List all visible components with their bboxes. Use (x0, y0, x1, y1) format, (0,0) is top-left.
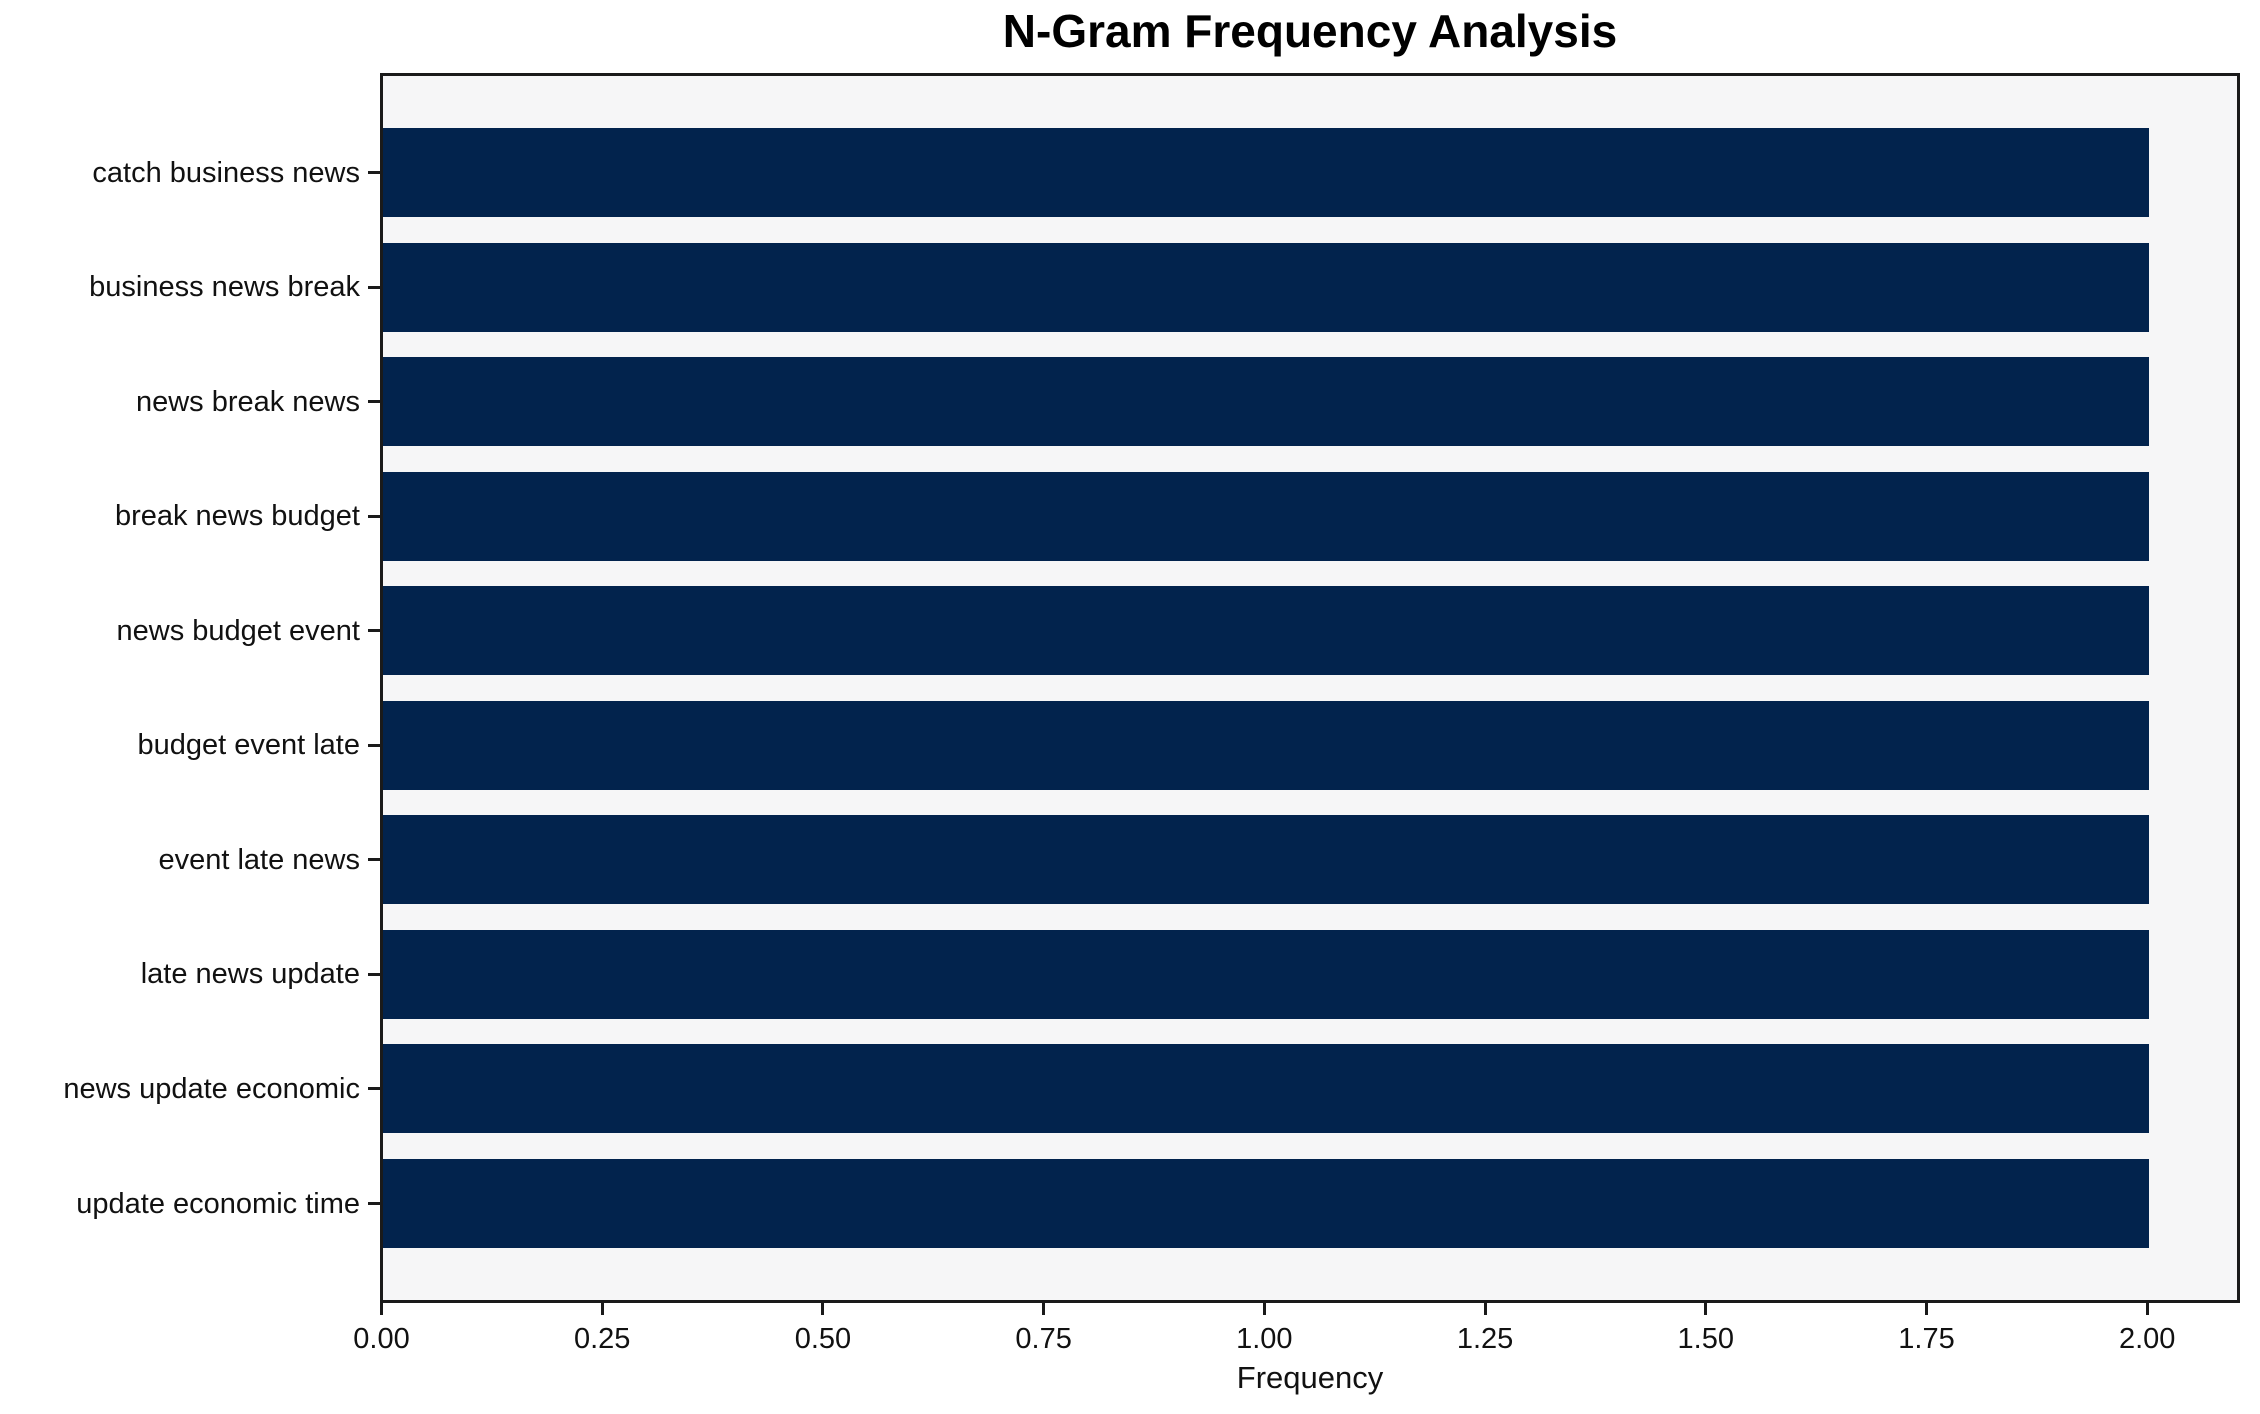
y-tick-mark (368, 743, 380, 747)
y-tick-mark (368, 514, 380, 518)
x-tick-mark (1704, 1303, 1708, 1315)
x-tick-mark (1925, 1303, 1928, 1315)
x-tick-label: 0.25 (573, 1323, 631, 1355)
y-axis-label: news break news (135, 385, 360, 418)
bar (383, 471, 2149, 561)
y-axis-label: break news budget (114, 500, 360, 533)
y-axis-label: budget event late (137, 729, 360, 762)
bar (383, 815, 2149, 905)
x-axis-title: Frequency (1236, 1360, 1384, 1395)
y-axis-label: news update economic (63, 1072, 360, 1105)
y-axis-label: business news break (89, 271, 360, 304)
y-tick-mark (368, 629, 380, 633)
bar (383, 929, 2149, 1019)
chart-title: N-Gram Frequency Analysis (1002, 5, 1618, 57)
bar (383, 128, 2149, 217)
bar (383, 242, 2149, 332)
y-axis-label: event late news (158, 843, 360, 876)
bar (383, 700, 2149, 790)
y-tick-mark (368, 171, 380, 174)
plot-area (380, 73, 2240, 1303)
y-tick-mark (368, 858, 380, 862)
x-tick-label: 0.75 (1015, 1323, 1072, 1355)
x-tick-mark (821, 1303, 825, 1315)
x-tick-label: 0.00 (353, 1323, 410, 1355)
y-axis-label: late news update (140, 958, 360, 991)
x-tick-mark (1262, 1303, 1266, 1315)
x-tick-label: 1.00 (1236, 1323, 1293, 1355)
x-tick-mark (1042, 1303, 1046, 1315)
y-axis-label: catch business news (92, 156, 360, 189)
x-tick-label: 2.00 (2118, 1323, 2176, 1355)
y-tick-mark (368, 1087, 380, 1091)
x-tick-mark (1483, 1303, 1487, 1315)
y-tick-mark (368, 1202, 380, 1205)
x-tick-mark (2145, 1303, 2149, 1315)
x-tick-label: 1.75 (1898, 1323, 1955, 1355)
bars-layer (383, 76, 2237, 1300)
y-axis-label: update economic time (76, 1187, 360, 1220)
x-tick-label: 1.50 (1677, 1323, 1734, 1355)
bar (383, 357, 2149, 447)
x-tick-mark (600, 1303, 604, 1315)
bar (383, 1159, 2149, 1248)
x-tick-label: 0.50 (794, 1323, 852, 1355)
y-tick-mark (368, 285, 380, 289)
y-tick-mark (368, 972, 380, 976)
y-axis-label: news budget event (116, 614, 360, 647)
y-tick-mark (368, 400, 380, 404)
x-tick-label: 1.25 (1456, 1323, 1514, 1355)
bar (383, 586, 2149, 676)
bar (383, 1044, 2149, 1134)
x-tick-mark (380, 1303, 383, 1315)
